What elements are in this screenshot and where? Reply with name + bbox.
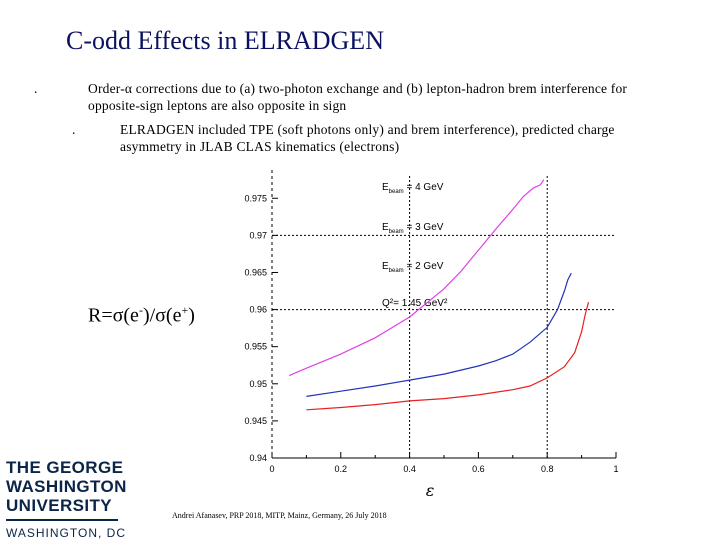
logo-line-1: THE GEORGE bbox=[6, 458, 124, 477]
bullet-2: . ELRADGEN included TPE (soft photons on… bbox=[72, 121, 676, 155]
x-tick-label: 0.4 bbox=[403, 464, 416, 474]
y-tick-label: 0.94 bbox=[249, 453, 267, 463]
annotation-label: Ebeam = 2 GeV bbox=[382, 261, 444, 274]
bullet-1-text: Order-α corrections due to (a) two-photo… bbox=[88, 81, 628, 113]
x-tick-label: 0.6 bbox=[472, 464, 485, 474]
university-logo: THE GEORGE WASHINGTON UNIVERSITY WASHING… bbox=[6, 458, 127, 543]
y-tick-label: 0.945 bbox=[244, 416, 267, 426]
series-line-2 bbox=[306, 272, 572, 397]
footer-citation: Andrei Afanasev, PRP 2018, MITP, Mainz, … bbox=[172, 511, 387, 520]
series-line-1 bbox=[288, 179, 545, 377]
bullet-1: . Order-α corrections due to (a) two-pho… bbox=[34, 80, 674, 114]
series-line-3 bbox=[306, 302, 590, 411]
y-tick-label: 0.955 bbox=[244, 342, 267, 352]
y-tick-label: 0.965 bbox=[244, 267, 267, 277]
x-tick-label: 1 bbox=[613, 464, 618, 474]
x-axis-label: ε bbox=[426, 481, 435, 498]
annotation-label: Ebeam = 3 GeV bbox=[382, 222, 444, 235]
y-tick-label: 0.97 bbox=[249, 230, 267, 240]
logo-line-3: UNIVERSITY bbox=[6, 496, 113, 515]
y-tick-label: 0.95 bbox=[249, 379, 267, 389]
slide-title: C-odd Effects in ELRADGEN bbox=[66, 26, 384, 55]
bullet-2-text: ELRADGEN included TPE (soft photons only… bbox=[120, 122, 615, 154]
logo-divider bbox=[6, 519, 118, 521]
bullet-marker: . bbox=[72, 122, 76, 137]
bullet-marker: . bbox=[34, 81, 38, 96]
x-tick-label: 0.8 bbox=[541, 464, 554, 474]
y-tick-label: 0.96 bbox=[249, 305, 267, 315]
ratio-formula: R=σ(e-)/σ(e+) bbox=[88, 303, 195, 328]
logo-line-4: WASHINGTON, DC bbox=[6, 526, 127, 540]
y-tick-label: 0.975 bbox=[244, 193, 267, 203]
ratio-sup-minus: - bbox=[138, 303, 143, 317]
charge-asymmetry-chart: 0 0.2 0.4 0.6 0.8 1 0.94 0.945 0.95 0.955 0.96 0.96… bbox=[244, 170, 619, 498]
ratio-part: R=σ(e bbox=[88, 304, 139, 327]
annotation-label: Q²= 1.45 GeV² bbox=[382, 298, 448, 309]
logo-line-2: WASHINGTON bbox=[6, 477, 127, 496]
ratio-part: ) bbox=[188, 304, 195, 327]
x-tick-label: 0 bbox=[269, 464, 274, 474]
annotation-label: Ebeam = 4 GeV bbox=[382, 182, 444, 195]
ratio-part: )/σ(e bbox=[142, 304, 182, 327]
x-tick-label: 0.2 bbox=[335, 464, 348, 474]
ratio-sup-plus: + bbox=[181, 303, 189, 317]
